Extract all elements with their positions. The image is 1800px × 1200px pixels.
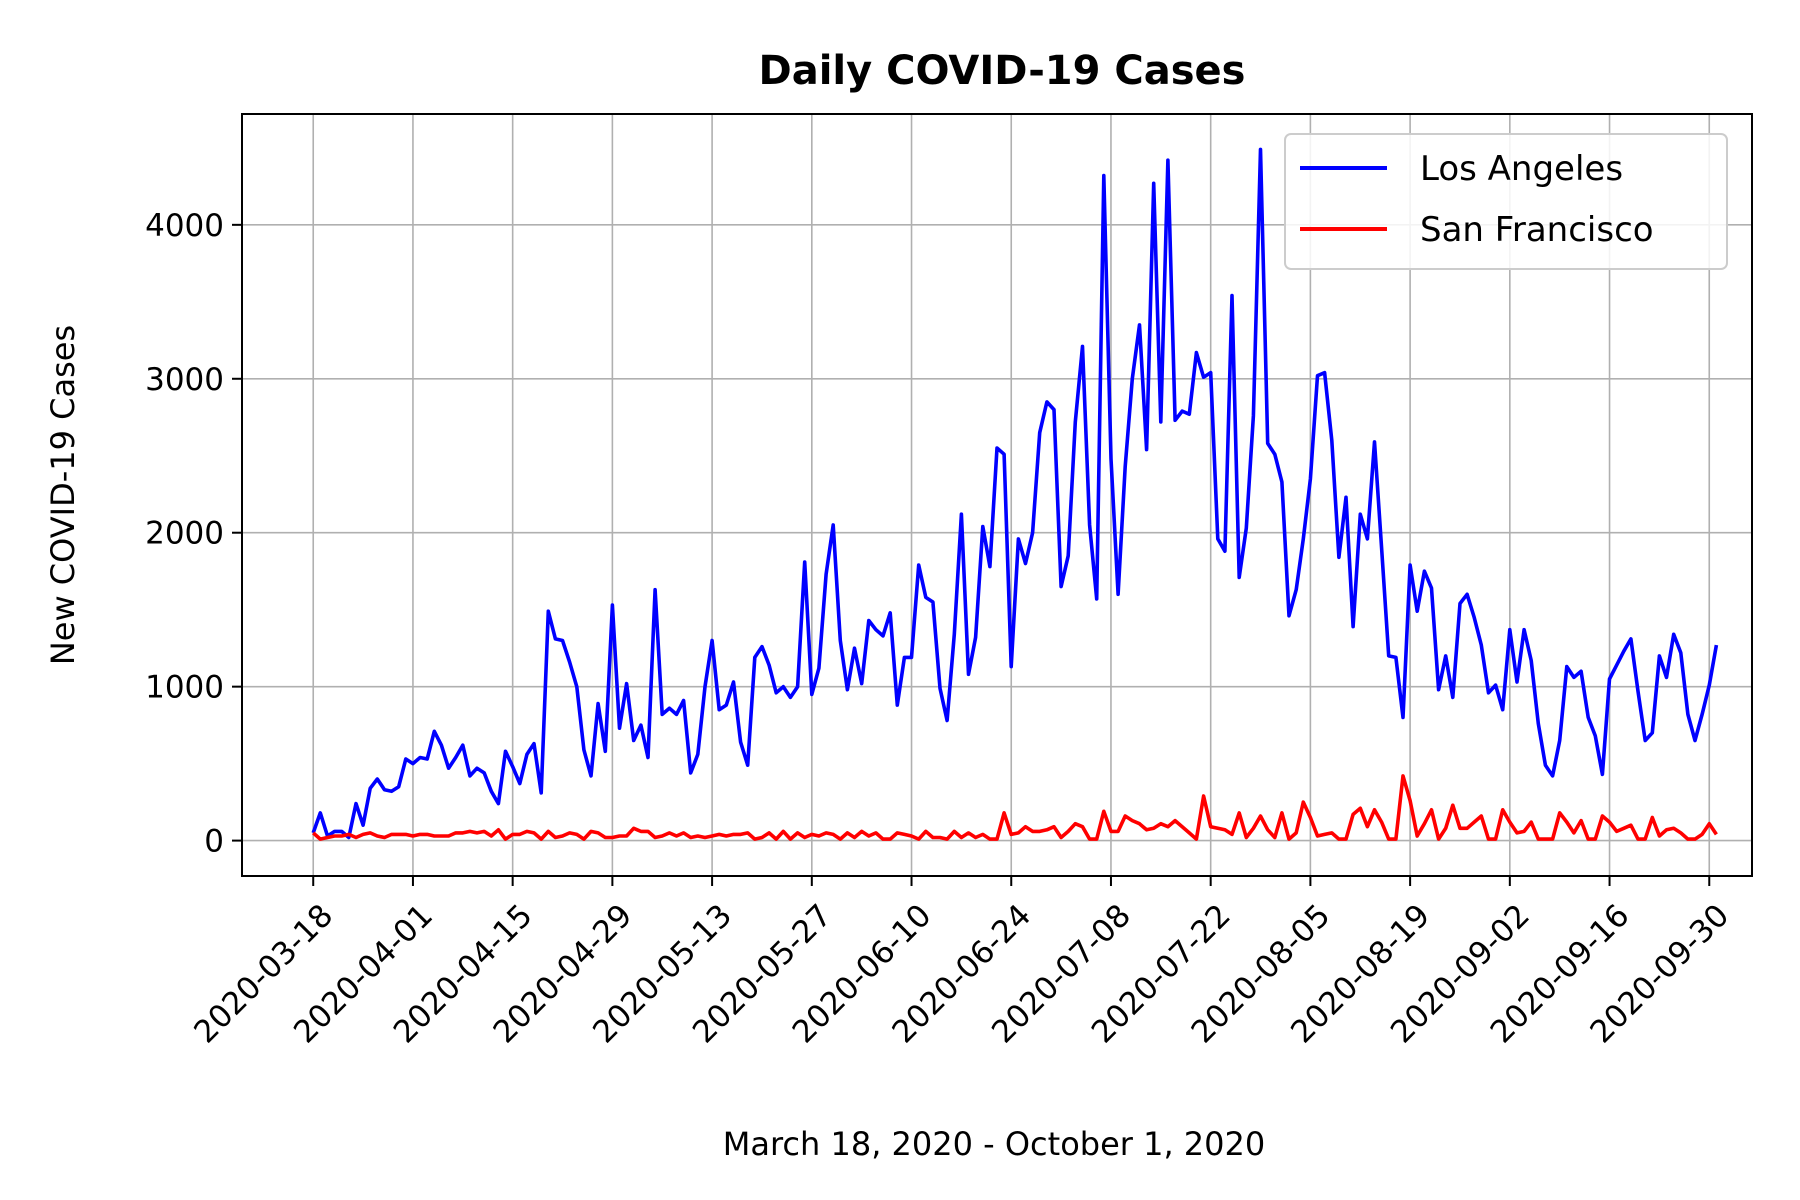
series-lines: [311, 147, 1719, 841]
series-line-san-francisco: [312, 774, 1718, 841]
chart-title: Daily COVID-19 Cases: [759, 48, 1246, 94]
plot-frame: [241, 113, 1753, 877]
y-axis-label: New COVID-19 Cases: [44, 325, 82, 665]
x-axis-label: March 18, 2020 - October 1, 2020: [723, 1125, 1265, 1163]
series-line-los-angeles: [311, 147, 1719, 840]
y-tick-label: 0: [204, 824, 224, 860]
y-tick-label: 4000: [145, 208, 224, 244]
legend-box: [1284, 133, 1728, 270]
legend: Los Angeles San Francisco: [1284, 133, 1728, 270]
y-tick-label: 1000: [145, 670, 224, 706]
legend-label-san-francisco: San Francisco: [1420, 210, 1654, 250]
legend-label-los-angeles: Los Angeles: [1420, 149, 1623, 189]
y-tick-label: 3000: [145, 362, 224, 398]
y-tick-label: 2000: [145, 516, 224, 552]
